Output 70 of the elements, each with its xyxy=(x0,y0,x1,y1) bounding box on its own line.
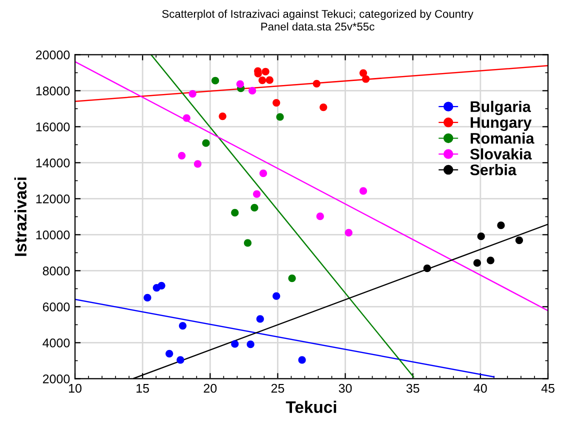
y-tick-label: 16000 xyxy=(36,122,70,132)
point xyxy=(231,340,239,348)
point xyxy=(194,160,202,168)
point xyxy=(250,204,258,212)
y-tick-label: 20000 xyxy=(36,50,70,60)
chart-title: Scatterplot of Istrazivaci against Tekuci; categorized by Country xyxy=(162,10,474,20)
point xyxy=(236,80,244,88)
x-tick-label: 35 xyxy=(406,384,420,393)
chart-subtitle: Panel data.sta 25v*55c xyxy=(261,22,374,31)
point xyxy=(298,356,306,364)
legend-label: Bulgaria xyxy=(470,100,531,116)
point xyxy=(182,114,190,122)
x-tick-label: 30 xyxy=(338,384,352,393)
point xyxy=(320,103,328,112)
point xyxy=(272,292,280,300)
point xyxy=(202,139,210,147)
point xyxy=(256,315,264,323)
point xyxy=(272,98,280,107)
point xyxy=(166,350,174,358)
y-tick-label: 6000 xyxy=(42,302,70,312)
point xyxy=(262,68,270,76)
point xyxy=(188,90,196,98)
y-tick-label: 10000 xyxy=(36,230,70,240)
x-tick-label: 40 xyxy=(474,384,487,393)
point xyxy=(244,239,252,247)
point xyxy=(497,222,505,230)
point xyxy=(423,264,431,272)
point xyxy=(266,76,274,84)
y-tick-label: 4000 xyxy=(42,338,70,348)
point xyxy=(486,256,494,264)
point xyxy=(477,232,485,240)
y-tick-label: 18000 xyxy=(36,86,70,96)
point xyxy=(246,340,254,348)
point xyxy=(515,236,524,244)
point xyxy=(359,187,368,195)
point xyxy=(252,190,261,198)
point xyxy=(144,294,152,302)
point xyxy=(316,212,324,220)
point xyxy=(248,86,256,95)
point xyxy=(231,208,239,217)
point xyxy=(288,274,296,282)
x-axis-title: Tekuci xyxy=(286,400,336,414)
legend-label: Slovakia xyxy=(470,148,532,160)
legend-label: Serbia xyxy=(470,164,517,176)
point xyxy=(176,356,184,364)
y-tick-label: 2000 xyxy=(42,374,70,384)
point xyxy=(211,76,220,84)
point xyxy=(178,152,186,160)
point xyxy=(258,76,266,84)
x-tick-label: 20 xyxy=(204,384,217,393)
point xyxy=(218,112,226,120)
legend-label: Romania xyxy=(470,132,534,144)
point xyxy=(276,113,284,121)
legend-label: Hungary xyxy=(470,117,532,131)
point xyxy=(259,170,268,178)
point xyxy=(312,80,320,88)
point xyxy=(344,228,352,237)
point xyxy=(158,282,166,290)
x-tick-label: 10 xyxy=(69,384,82,393)
y-tick-label: 12000 xyxy=(36,194,70,204)
point xyxy=(362,75,370,83)
x-tick-label: 45 xyxy=(541,384,554,393)
y-tick-label: 8000 xyxy=(42,266,70,276)
point xyxy=(473,259,481,267)
x-tick-label: 25 xyxy=(271,384,284,393)
y-axis-title: Istrazivaci xyxy=(14,178,27,256)
y-tick-label: 14000 xyxy=(36,158,70,168)
point xyxy=(359,69,368,77)
x-tick-label: 15 xyxy=(136,384,149,393)
point xyxy=(178,322,187,330)
